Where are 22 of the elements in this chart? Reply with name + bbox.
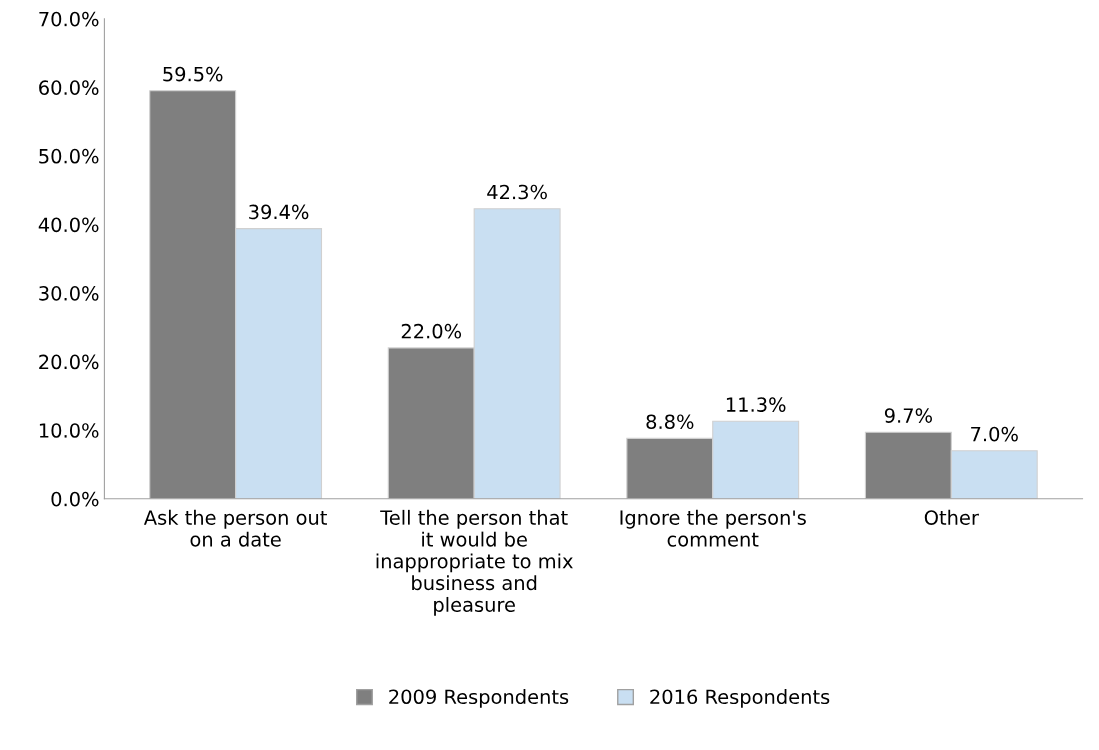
y-tick-label: 30.0% xyxy=(39,285,99,301)
y-tick-label: 10.0% xyxy=(39,423,99,438)
legend-label: 2009 Respondents xyxy=(389,689,569,708)
x-tick-label: Ignore the person's comment xyxy=(620,509,806,547)
data-label: 22.0% xyxy=(401,323,462,339)
y-tick-label: 50.0% xyxy=(39,148,99,164)
y-tick-label: 60.0% xyxy=(39,80,99,95)
y-tick-label: 40.0% xyxy=(38,217,99,233)
data-label: 7.0% xyxy=(971,426,1018,442)
data-label: 8.8% xyxy=(646,414,694,430)
legend-label: 2016 Respondents xyxy=(650,689,830,708)
data-label: 9.7% xyxy=(884,408,932,423)
data-label: 42.3% xyxy=(487,184,547,200)
data-label: 59.5% xyxy=(163,66,223,82)
y-tick-label: 70.0% xyxy=(39,11,99,27)
x-tick-label: Ask the person out on a date xyxy=(143,509,327,547)
x-tick-label: Tell the person that it would be inappropriate to mix business and pleasure xyxy=(376,509,573,616)
data-label: 39.4% xyxy=(249,204,309,220)
data-label: 11.3% xyxy=(726,397,786,412)
y-tick-label: 20.0% xyxy=(39,354,99,370)
x-tick-label: Other xyxy=(924,509,979,525)
y-tick-label: 0.0% xyxy=(51,491,99,507)
